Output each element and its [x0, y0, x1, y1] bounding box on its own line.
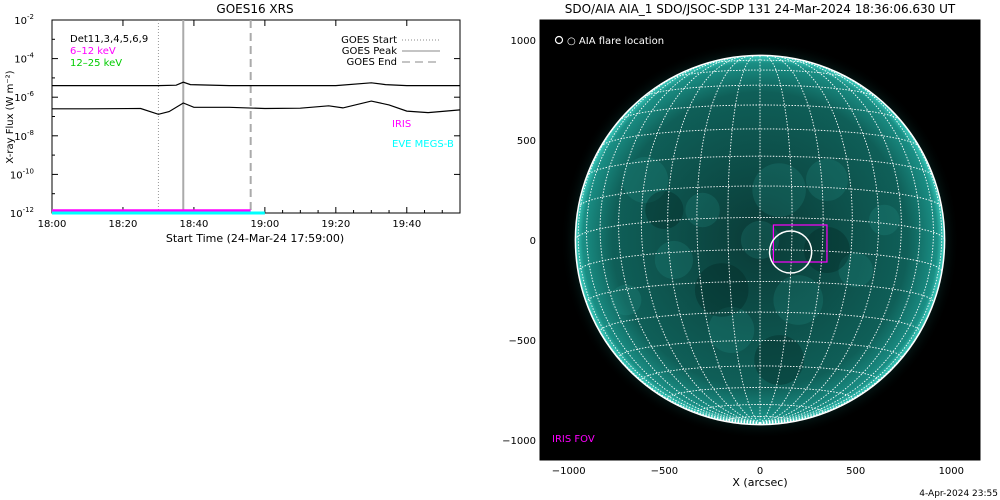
iris-annotation: IRIS — [392, 119, 411, 130]
aia-x-axis-label: X (arcsec) — [732, 476, 787, 489]
grid-line — [727, 55, 761, 424]
y-tick-label: −500 — [509, 336, 536, 347]
grid-line — [586, 65, 761, 424]
dark-region — [754, 335, 804, 385]
surface-patch — [622, 157, 669, 203]
aia-image-title: SDO/AIA AIA_1 SDO/JSOC-SDP 131 24-Mar-20… — [565, 2, 956, 16]
grid-line — [618, 340, 902, 359]
eve-annotation: EVE MEGS-B — [392, 139, 454, 150]
y-tick-label: 0 — [530, 236, 536, 247]
grid-line — [759, 55, 853, 424]
right-legend-goes-end: GOES End — [347, 57, 397, 68]
grid-line — [618, 57, 761, 424]
surface-patch — [838, 252, 873, 288]
grid-line — [619, 104, 901, 121]
grid-line — [696, 404, 824, 416]
x-tick-label: 1000 — [939, 466, 964, 477]
footer-timestamp: 4-Apr-2024 23:55 — [919, 489, 998, 499]
surface-patch — [654, 240, 694, 280]
grid-line — [696, 55, 761, 424]
x-tick-label: 19:40 — [392, 219, 421, 230]
x-tick-label: 18:20 — [109, 219, 138, 230]
flux-series-line — [52, 81, 460, 87]
iris-fov-box — [772, 224, 828, 263]
grid-line — [667, 386, 853, 402]
grid-line — [600, 128, 920, 147]
x-tick-label: 500 — [846, 466, 865, 477]
aia-flare-legend: ○ AIA flare location — [567, 36, 664, 47]
flare-location-marker — [768, 230, 813, 274]
grid-line — [640, 56, 761, 424]
grid-line — [727, 416, 793, 424]
grid-line — [759, 55, 793, 424]
x-tick-label: 18:40 — [179, 219, 208, 230]
aia-x-axis-ticks: −1000 −500 0 500 1000 — [549, 454, 971, 477]
grid-line — [759, 55, 824, 424]
y-tick-label: 500 — [517, 136, 536, 147]
x-tick-label: −500 — [651, 466, 678, 477]
left-legend-detectors: Det11,3,4,5,6,9 — [70, 34, 148, 45]
right-legend-goes-peak: GOES Peak — [342, 46, 397, 57]
grid-line — [599, 311, 921, 333]
grid-line — [759, 89, 943, 424]
x-tick-label: 19:20 — [321, 219, 350, 230]
dark-region — [645, 190, 684, 230]
x-tick-label: 18:00 — [38, 219, 67, 230]
grid-line — [577, 89, 761, 424]
surface-patch — [610, 284, 642, 316]
y-tick-label: −1000 — [502, 436, 536, 447]
iris-fov-label: IRIS FOV — [552, 434, 595, 445]
legend-circle-icon — [554, 35, 564, 45]
grid-line — [574, 217, 946, 241]
surface-patch — [773, 275, 824, 325]
right-legend-goes-start: GOES Start — [341, 35, 397, 46]
surface-patch — [752, 163, 806, 217]
grid-line — [759, 57, 902, 424]
grid-line — [599, 59, 761, 424]
surface-patch — [805, 158, 849, 202]
dark-region — [694, 263, 749, 317]
goes-plot-title: GOES16 XRS — [216, 2, 293, 16]
left-legend-high-energy: 12–25 keV — [70, 58, 122, 69]
x-tick-label: −1000 — [552, 466, 586, 477]
surface-patch — [869, 204, 900, 236]
goes-event-markers — [157, 20, 252, 213]
grid-line — [642, 84, 878, 98]
aia-y-axis-ticks: 1000 500 0 −500 −1000 — [502, 36, 546, 447]
flux-series-line — [52, 100, 461, 115]
grid-line — [759, 65, 934, 424]
solar-limb — [574, 54, 946, 426]
y-tick-label: 1000 — [511, 36, 536, 47]
grid-line — [578, 185, 942, 208]
grid-line — [759, 59, 921, 424]
surface-patch — [685, 192, 720, 228]
goes-y-axis-label: X-ray Flux (W m⁻²) — [5, 70, 16, 163]
x-tick-label: 19:00 — [250, 219, 279, 230]
grid-line — [667, 55, 761, 424]
left-legend-low-energy: 6–12 keV — [70, 46, 116, 57]
aia-image-panel: SDO/AIA AIA_1 SDO/JSOC-SDP 131 24-Mar-20… — [502, 2, 981, 489]
grid-line — [759, 56, 880, 424]
goes-series-group — [52, 81, 461, 215]
goes-x-axis-label: Start Time (24-Mar-24 17:59:00) — [166, 232, 344, 245]
x-tick-label: 0 — [757, 466, 763, 477]
